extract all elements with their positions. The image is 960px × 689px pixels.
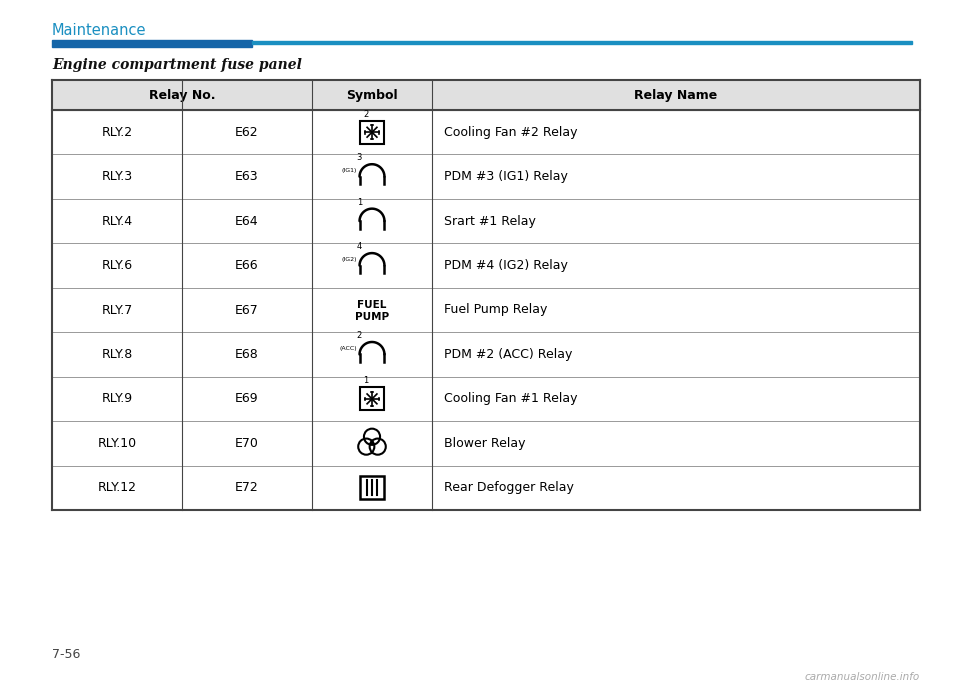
Text: Fuel Pump Relay: Fuel Pump Relay	[444, 303, 547, 316]
Bar	[52, 40, 252, 47]
Text: RLY.7: RLY.7	[102, 303, 132, 316]
Bar	[360, 476, 384, 500]
Text: Relay No.: Relay No.	[149, 88, 215, 101]
Text: RLY.4: RLY.4	[102, 214, 132, 227]
Text: E70: E70	[235, 437, 259, 450]
Bar	[360, 387, 384, 411]
Bar	[52, 377, 920, 421]
Text: PDM #4 (IG2) Relay: PDM #4 (IG2) Relay	[444, 259, 568, 272]
Text: E69: E69	[235, 393, 259, 405]
Text: Cooling Fan #1 Relay: Cooling Fan #1 Relay	[444, 393, 578, 405]
Text: E72: E72	[235, 482, 259, 494]
Text: 7-56: 7-56	[52, 648, 81, 661]
Text: Cooling Fan #2 Relay: Cooling Fan #2 Relay	[444, 125, 578, 138]
Bar	[360, 121, 384, 144]
Bar	[52, 110, 920, 154]
Bar	[52, 288, 920, 332]
Text: (IG1): (IG1)	[342, 168, 357, 173]
Text: 2: 2	[363, 110, 369, 119]
Text: RLY.9: RLY.9	[102, 393, 132, 405]
Bar	[252, 41, 912, 44]
Text: (ACC): (ACC)	[340, 346, 357, 351]
Text: RLY.2: RLY.2	[102, 125, 132, 138]
Text: RLY.10: RLY.10	[97, 437, 136, 450]
Text: (IG2): (IG2)	[342, 257, 357, 262]
Text: PDM #2 (ACC) Relay: PDM #2 (ACC) Relay	[444, 348, 572, 361]
Text: Engine compartment fuse panel: Engine compartment fuse panel	[52, 58, 301, 72]
Text: Relay Name: Relay Name	[635, 88, 718, 101]
Text: Symbol: Symbol	[347, 88, 397, 101]
Text: FUEL: FUEL	[357, 300, 387, 310]
Text: 1: 1	[363, 376, 369, 385]
Bar	[52, 421, 920, 466]
Text: E68: E68	[235, 348, 259, 361]
Bar	[52, 154, 920, 199]
Text: E64: E64	[235, 214, 259, 227]
Text: carmanualsonline.info: carmanualsonline.info	[804, 672, 920, 682]
Text: Maintenance: Maintenance	[52, 23, 147, 38]
Circle shape	[371, 442, 373, 445]
Text: RLY.6: RLY.6	[102, 259, 132, 272]
Text: 3: 3	[357, 154, 362, 163]
Text: 1: 1	[357, 198, 362, 207]
Text: 2: 2	[357, 331, 362, 340]
Text: E62: E62	[235, 125, 259, 138]
Bar	[52, 332, 920, 377]
Text: E63: E63	[235, 170, 259, 183]
Bar	[52, 466, 920, 510]
Text: RLY.12: RLY.12	[98, 482, 136, 494]
Text: Srart #1 Relay: Srart #1 Relay	[444, 214, 536, 227]
Text: RLY.8: RLY.8	[102, 348, 132, 361]
Text: PDM #3 (IG1) Relay: PDM #3 (IG1) Relay	[444, 170, 568, 183]
Bar	[52, 243, 920, 288]
Text: RLY.3: RLY.3	[102, 170, 132, 183]
Text: Rear Defogger Relay: Rear Defogger Relay	[444, 482, 574, 494]
Text: PUMP: PUMP	[355, 312, 389, 322]
Text: 4: 4	[357, 243, 362, 251]
Text: E66: E66	[235, 259, 259, 272]
Bar	[52, 80, 920, 110]
Text: Blower Relay: Blower Relay	[444, 437, 525, 450]
Bar	[52, 199, 920, 243]
Text: E67: E67	[235, 303, 259, 316]
